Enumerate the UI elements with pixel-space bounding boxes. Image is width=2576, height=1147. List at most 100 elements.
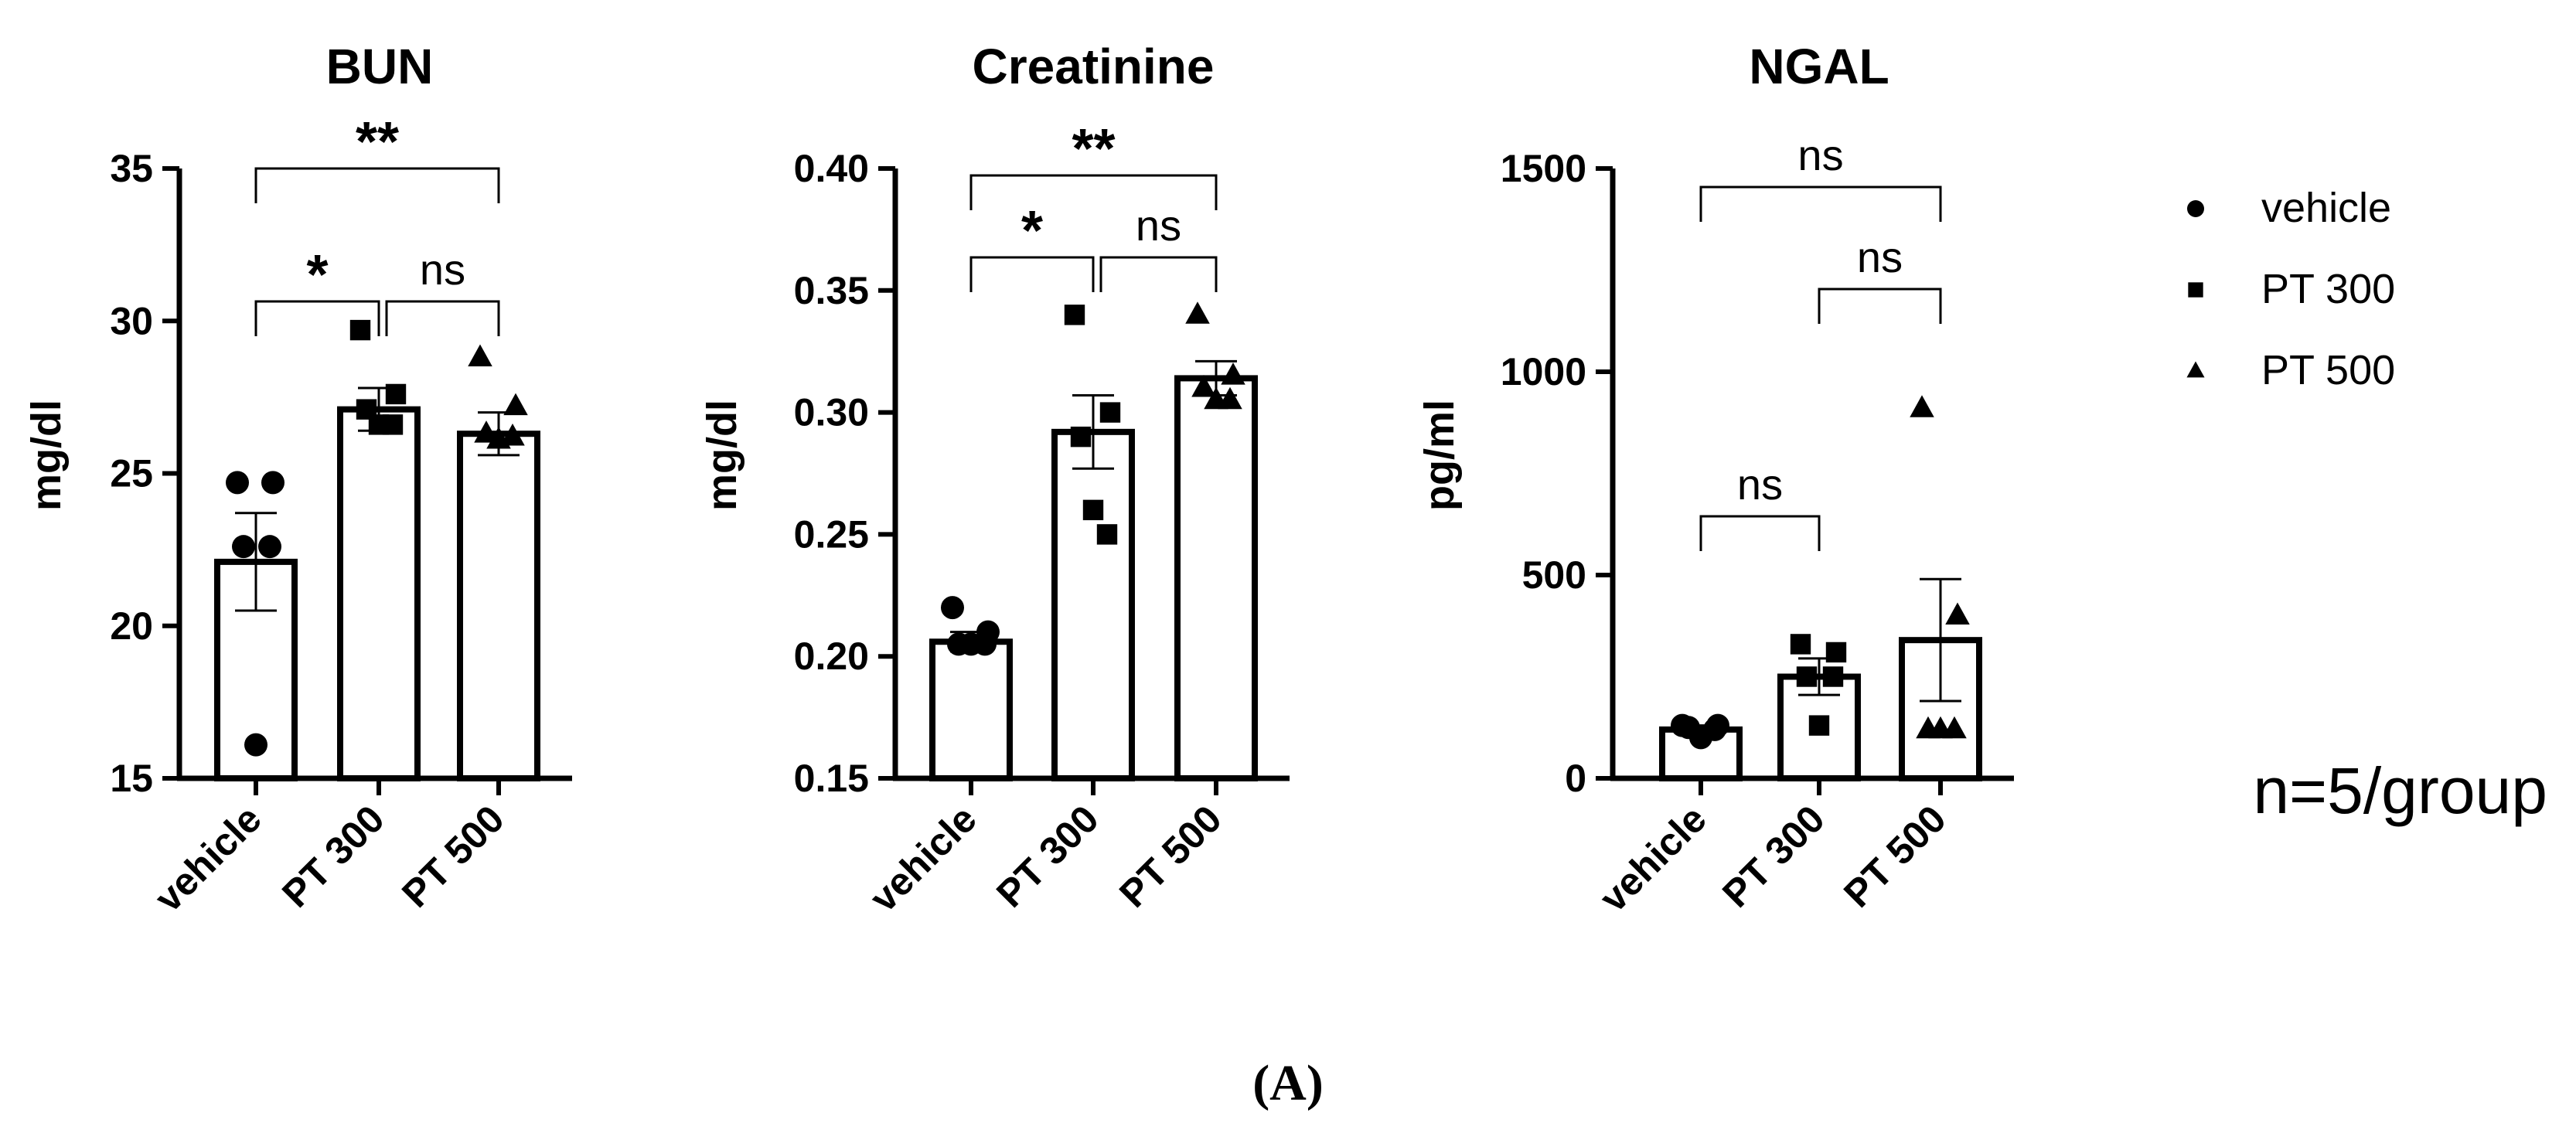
x-category-label-creatinine-vehicle: vehicle xyxy=(861,797,984,920)
x-category-label-bun-pt-300: PT 300 xyxy=(274,797,393,916)
x-category-label-ngal-pt-500: PT 500 xyxy=(1835,797,1954,916)
x-category-label-ngal-vehicle: vehicle xyxy=(1591,797,1714,920)
figure-caption: (A) xyxy=(1252,1055,1324,1111)
y-tick-label-bun: 20 xyxy=(110,604,153,648)
significance-bracket-bun xyxy=(385,300,500,336)
data-point-creatinine-vehicle xyxy=(959,632,983,656)
panel-title-ngal: NGAL xyxy=(1749,39,1889,94)
data-point-ngal-pt-300 xyxy=(1796,666,1818,687)
significance-bracket-creatinine xyxy=(969,256,1095,292)
significance-label-ngal: ns xyxy=(1857,233,1903,281)
bar-creatinine-pt-300 xyxy=(1051,428,1135,782)
y-axis-label-bun: mg/dl xyxy=(23,400,70,511)
data-point-ngal-pt-300 xyxy=(1825,642,1847,663)
chart-panel-creatinine: Creatinine mg/dl 0.15 0.20 0.25 0.30 0.35 0.4… xyxy=(699,39,1290,921)
data-point-bun-pt-300 xyxy=(368,414,390,435)
data-point-bun-vehicle xyxy=(244,733,267,757)
sample-size-note: n=5/group xyxy=(2253,754,2547,827)
significance-bracket-ngal xyxy=(1699,185,1942,222)
data-point-creatinine-pt-300 xyxy=(1096,524,1118,545)
bar-bun-pt-500 xyxy=(457,431,540,782)
bar-creatinine-vehicle xyxy=(929,638,1013,781)
significance-label-bun: ** xyxy=(356,111,399,173)
data-point-creatinine-pt-300 xyxy=(1082,499,1104,521)
y-tick-label-bun: 35 xyxy=(110,147,153,190)
y-tick-label-creatinine: 0.40 xyxy=(794,147,869,190)
data-point-ngal-pt-500 xyxy=(1928,716,1953,739)
bar-ngal-pt-500 xyxy=(1899,637,1982,781)
data-point-bun-pt-500 xyxy=(474,420,499,443)
data-point-bun-pt-300 xyxy=(385,383,407,405)
significance-label-creatinine: ns xyxy=(1136,201,1181,250)
data-point-ngal-pt-500 xyxy=(1945,602,1970,625)
legend-label-pt500: PT 500 xyxy=(2261,347,2395,393)
y-tick-label-creatinine: 0.35 xyxy=(794,269,869,312)
significance-bracket-bun xyxy=(254,300,380,336)
data-point-bun-pt-500 xyxy=(500,424,525,446)
data-point-creatinine-pt-500 xyxy=(1204,386,1228,410)
y-tick-label-creatinine: 0.20 xyxy=(794,635,869,678)
significance-label-bun: * xyxy=(306,244,328,306)
bar-bun-pt-300 xyxy=(337,406,421,782)
chart-panel-ngal: NGAL pg/ml 0 500 1000 1500 vehicle PT 300 PT 5… xyxy=(1416,39,2014,921)
data-point-bun-pt-500 xyxy=(486,427,511,449)
x-category-label-bun-vehicle: vehicle xyxy=(146,797,269,920)
data-point-bun-vehicle xyxy=(226,471,249,495)
y-tick-label-creatinine: 0.25 xyxy=(794,512,869,556)
data-point-creatinine-pt-500 xyxy=(1185,301,1210,324)
data-point-creatinine-pt-500 xyxy=(1221,362,1245,385)
data-point-bun-vehicle xyxy=(258,535,281,559)
legend-label-pt300: PT 300 xyxy=(2261,266,2395,312)
significance-label-ngal: ns xyxy=(1737,460,1783,509)
legend-marker-pt-500 xyxy=(2186,361,2205,378)
x-category-label-creatinine-pt-500: PT 500 xyxy=(1111,797,1230,916)
significance-bracket-creatinine xyxy=(1099,256,1218,292)
panel-title-creatinine: Creatinine xyxy=(973,39,1215,94)
data-point-creatinine-pt-300 xyxy=(1099,402,1121,423)
data-point-creatinine-pt-300 xyxy=(1070,426,1092,448)
y-tick-label-ngal: 1000 xyxy=(1501,350,1586,393)
legend-label-vehicle: vehicle xyxy=(2261,185,2391,231)
y-tick-label-bun: 30 xyxy=(110,299,153,342)
significance-label-bun: ns xyxy=(420,245,465,294)
x-category-label-creatinine-pt-300: PT 300 xyxy=(988,797,1107,916)
data-point-creatinine-pt-500 xyxy=(1191,374,1216,397)
y-tick-label-creatinine: 0.15 xyxy=(794,757,869,800)
y-axis-label-ngal: pg/ml xyxy=(1416,400,1463,511)
y-tick-label-ngal: 0 xyxy=(1565,757,1586,800)
significance-label-creatinine: ** xyxy=(1072,118,1115,180)
data-point-ngal-vehicle xyxy=(1689,726,1712,750)
y-tick-label-ngal: 500 xyxy=(1522,553,1586,597)
data-point-creatinine-vehicle xyxy=(941,596,964,620)
legend-marker-pt-300 xyxy=(2188,282,2203,298)
x-category-label-bun-pt-500: PT 500 xyxy=(394,797,513,916)
data-point-ngal-pt-300 xyxy=(1822,666,1844,687)
data-point-bun-vehicle xyxy=(261,471,285,495)
y-axis-label-creatinine: mg/dl xyxy=(699,400,745,511)
y-tick-label-ngal: 1500 xyxy=(1501,147,1586,190)
data-point-creatinine-pt-300 xyxy=(1064,305,1085,325)
panel-title-bun: BUN xyxy=(326,39,434,94)
data-point-bun-pt-500 xyxy=(468,344,492,366)
chart-panel-bun: BUN mg/dl 15 20 25 30 35 vehicle PT 300 PT 500 *… xyxy=(23,39,572,921)
data-point-bun-pt-500 xyxy=(503,393,528,416)
significance-label-creatinine: * xyxy=(1021,200,1043,262)
significance-bracket-creatinine xyxy=(969,174,1218,210)
y-tick-label-bun: 15 xyxy=(110,757,153,800)
y-tick-label-bun: 25 xyxy=(110,452,153,495)
data-point-ngal-pt-500 xyxy=(1910,395,1934,417)
significance-bracket-ngal xyxy=(1818,288,1942,324)
data-point-ngal-pt-300 xyxy=(1790,634,1811,655)
legend: vehicle PT 300 PT 500 xyxy=(2186,185,2395,393)
data-point-ngal-pt-300 xyxy=(1808,715,1830,736)
y-tick-label-creatinine: 0.30 xyxy=(794,391,869,434)
legend-marker-vehicle xyxy=(2187,200,2204,217)
significance-label-ngal: ns xyxy=(1797,131,1843,179)
x-category-label-ngal-pt-300: PT 300 xyxy=(1714,797,1833,916)
data-point-bun-pt-300 xyxy=(349,319,371,341)
data-point-bun-vehicle xyxy=(232,535,255,559)
bar-creatinine-pt-500 xyxy=(1174,375,1258,781)
significance-bracket-bun xyxy=(254,167,500,203)
significance-bracket-ngal xyxy=(1699,515,1821,551)
